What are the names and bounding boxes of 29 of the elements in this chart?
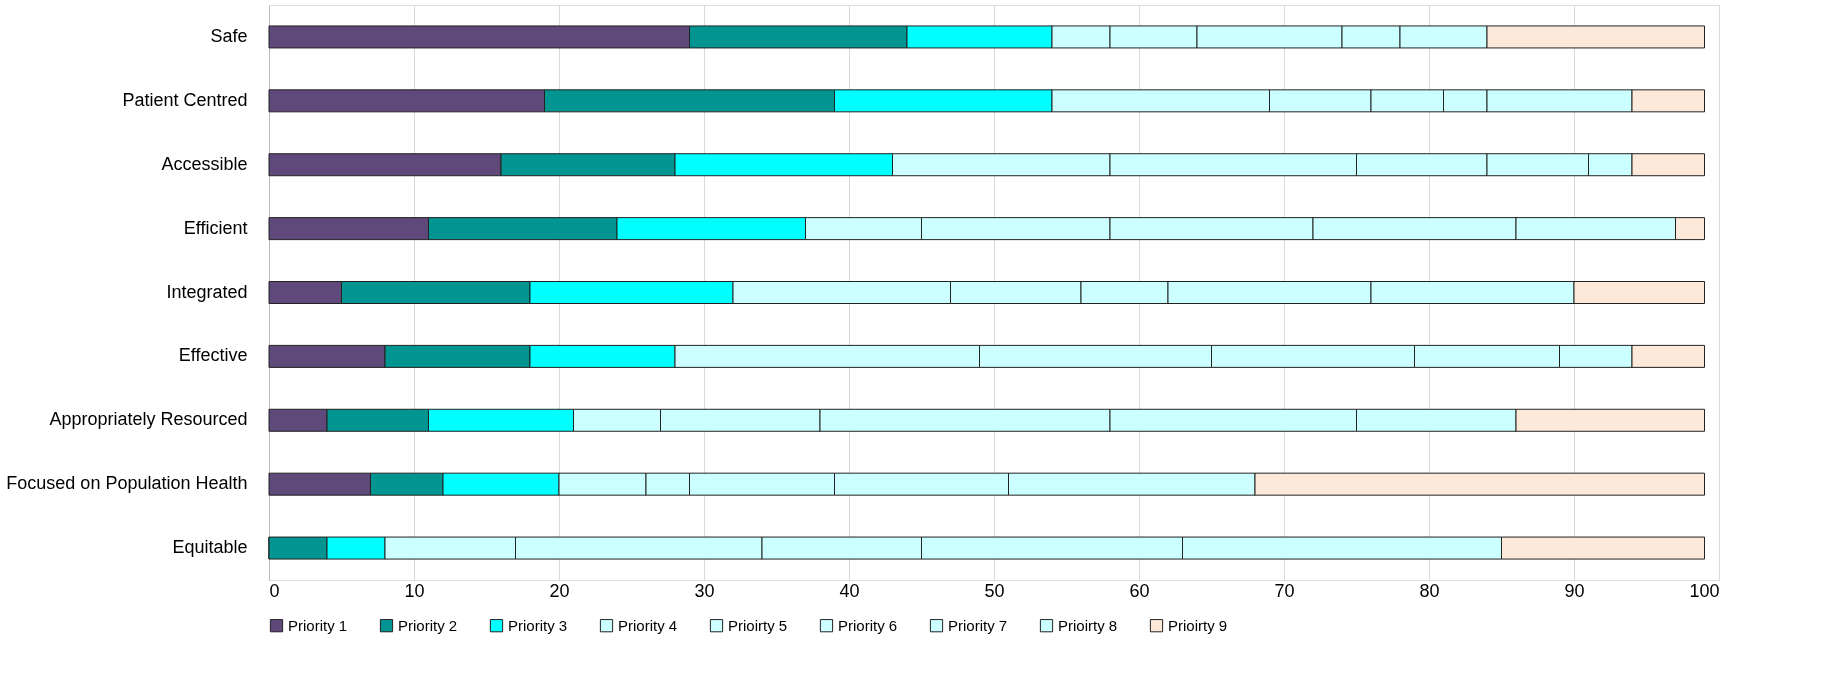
y-tick-label: Integrated xyxy=(166,281,248,302)
x-tick-label: 60 xyxy=(1129,580,1150,601)
legend-label: Prioirty 5 xyxy=(728,616,788,634)
legend-label: Prioirty 9 xyxy=(1168,616,1228,634)
legend-label: Priority 2 xyxy=(398,616,458,634)
legend-label: Priority 1 xyxy=(288,616,348,634)
x-tick-label: 40 xyxy=(839,580,860,601)
y-tick-label: Efficient xyxy=(183,217,248,238)
x-tick-label: 90 xyxy=(1564,580,1585,601)
x-tick-label: 50 xyxy=(984,580,1005,601)
x-tick-label: 0 xyxy=(269,580,280,601)
legend-label: Prioirty 8 xyxy=(1058,616,1118,634)
x-tick-label: 30 xyxy=(694,580,715,601)
y-tick-label: Equitable xyxy=(172,537,248,558)
x-tick-label: 10 xyxy=(404,580,425,601)
y-tick-label: Patient Centred xyxy=(122,89,248,110)
x-tick-label: 20 xyxy=(549,580,570,601)
y-tick-label: Safe xyxy=(210,25,248,46)
y-tick-label: Accessible xyxy=(161,153,248,174)
legend-label: Priority 6 xyxy=(838,616,898,634)
legend-label: Priority 3 xyxy=(508,616,568,634)
y-tick-label: Focused on Population Health xyxy=(6,473,248,494)
x-tick-label: 70 xyxy=(1274,580,1295,601)
y-tick-label: Effective xyxy=(178,345,248,366)
x-tick-label: 100 xyxy=(1689,580,1720,601)
y-tick-label: Appropriately Resourced xyxy=(49,409,248,430)
x-tick-label: 80 xyxy=(1419,580,1440,601)
legend-label: Priority 4 xyxy=(618,616,678,634)
legend-label: Priority 7 xyxy=(948,616,1008,634)
